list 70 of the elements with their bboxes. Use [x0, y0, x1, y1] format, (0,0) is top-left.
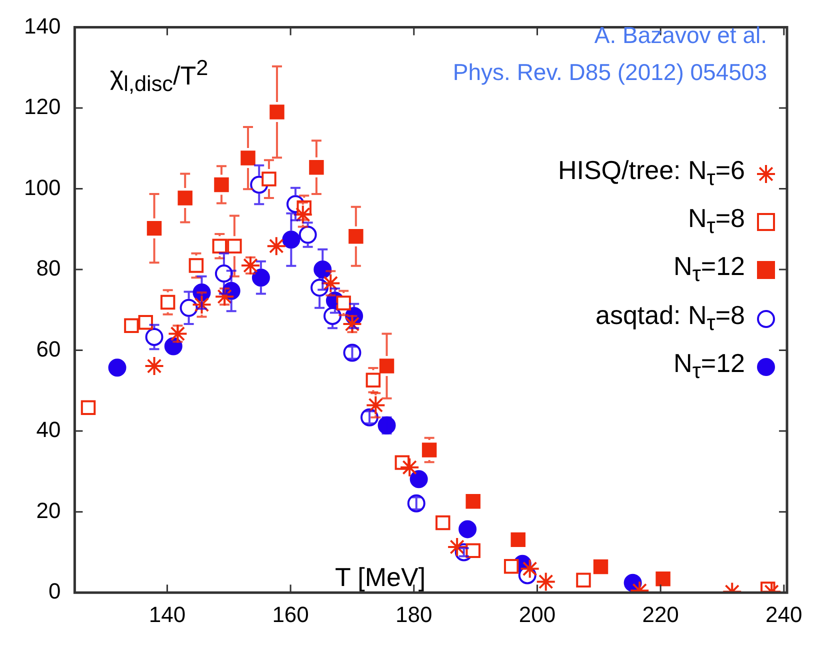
y-tick-label: 140 — [24, 13, 61, 38]
x-tick-label: 220 — [642, 602, 679, 627]
point — [138, 315, 153, 330]
point — [458, 520, 477, 538]
point — [504, 558, 519, 574]
point — [576, 572, 591, 588]
x-axis-title: T [MeV] — [335, 562, 426, 593]
point — [178, 190, 192, 206]
legend-label: asqtad: N$_{τ}$=8 — [595, 298, 745, 337]
point — [336, 296, 351, 310]
legend-label: N$_{τ}$=8 — [688, 202, 745, 240]
point — [227, 238, 242, 254]
point — [214, 264, 233, 283]
x-tick-label: 140 — [148, 602, 186, 627]
x-tick-label: 200 — [518, 602, 556, 627]
point — [466, 543, 480, 558]
point — [188, 258, 204, 273]
point — [180, 298, 198, 317]
y-tick-label: 20 — [36, 498, 61, 523]
y-tick-label: 0 — [48, 578, 61, 604]
point — [240, 150, 256, 166]
point — [536, 572, 556, 592]
point — [593, 559, 608, 574]
point — [360, 408, 378, 426]
point — [407, 494, 426, 512]
point — [252, 268, 270, 287]
point — [520, 558, 540, 579]
point — [422, 442, 437, 458]
point — [656, 572, 670, 586]
y-tick-label: 40 — [36, 417, 61, 442]
annotation: A. Bazavov et al. — [594, 22, 767, 49]
point — [144, 356, 164, 376]
y-tick-label: 80 — [36, 256, 61, 281]
x-tick-label: 180 — [396, 602, 432, 627]
legend-label: HISQ/tree: N$_{τ}$=6 — [558, 154, 745, 192]
point — [466, 494, 480, 509]
y-tick-label: 60 — [36, 336, 61, 362]
point — [510, 532, 526, 548]
point — [270, 104, 284, 120]
point — [145, 328, 164, 346]
point — [410, 470, 428, 488]
point — [400, 457, 420, 478]
point — [379, 358, 394, 374]
point — [378, 416, 396, 434]
point — [212, 238, 227, 254]
legend-label: N$_{τ}$=12 — [674, 250, 745, 289]
point — [160, 294, 176, 310]
point — [214, 177, 229, 192]
point — [146, 220, 162, 236]
point — [262, 172, 276, 186]
point — [309, 160, 324, 175]
point — [266, 236, 286, 256]
point — [124, 318, 139, 334]
point — [348, 229, 364, 244]
point — [292, 204, 313, 225]
legend-label: N$_{τ}$=12 — [674, 346, 745, 385]
x-tick-label: 160 — [272, 602, 309, 627]
y-tick-label: 100 — [24, 174, 61, 200]
point — [298, 226, 317, 244]
y-axis-title: χ$_{l,disc}$/T$^{2}$ — [110, 55, 208, 97]
point — [282, 230, 300, 249]
annotation: Phys. Rev. D85 (2012) 054503 — [452, 59, 767, 86]
x-tick-label: 240 — [766, 602, 802, 627]
y-tick-label: 120 — [24, 94, 61, 120]
point — [80, 400, 96, 415]
point — [366, 372, 381, 388]
point — [108, 358, 126, 377]
point — [447, 536, 468, 557]
point — [436, 515, 450, 530]
point — [343, 344, 362, 362]
